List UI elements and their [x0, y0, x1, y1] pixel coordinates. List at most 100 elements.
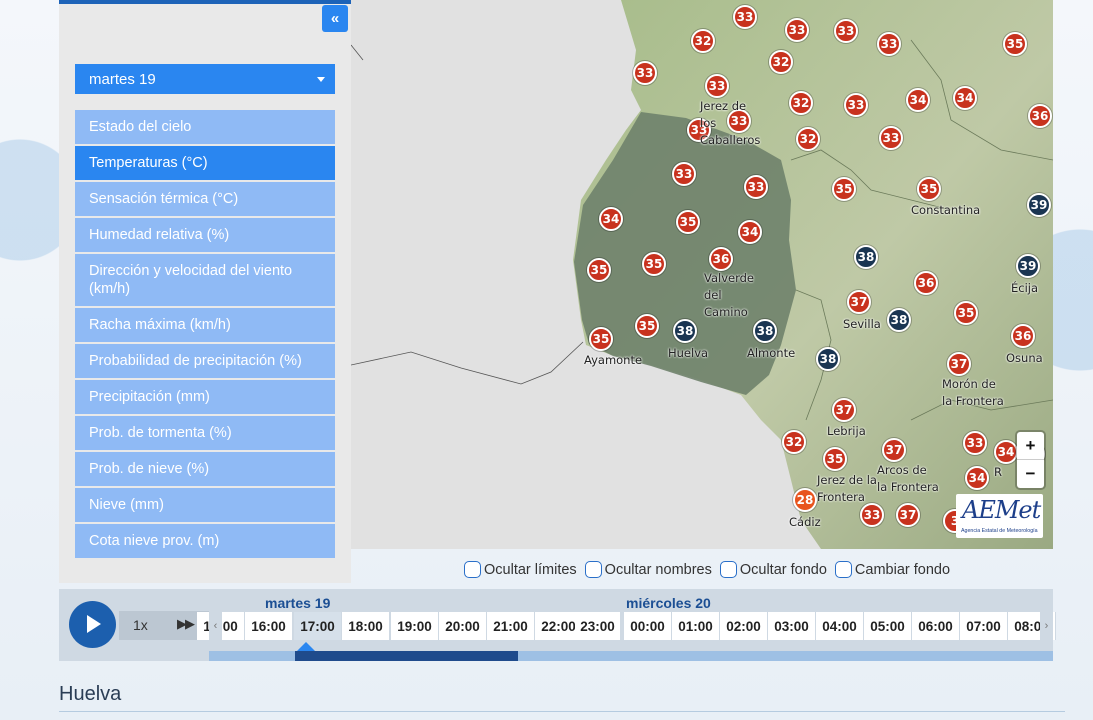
timeline-hour[interactable]: 20:00	[439, 612, 487, 640]
temperature-marker[interactable]: 35	[587, 258, 611, 282]
temperature-marker[interactable]: 33	[963, 431, 987, 455]
timeline-hour[interactable]: 06:00	[912, 612, 960, 640]
timeline-track[interactable]	[209, 651, 1053, 661]
timeline-hour[interactable]: 21:00	[487, 612, 535, 640]
option-label: Ocultar nombres	[604, 561, 712, 578]
temperature-marker[interactable]: 32	[691, 29, 715, 53]
temperature-marker[interactable]: 35	[832, 177, 856, 201]
checkbox[interactable]	[834, 561, 852, 578]
temperature-marker[interactable]: 33	[733, 5, 757, 29]
temperature-marker[interactable]: 35	[1003, 32, 1027, 56]
timeline-right-arrow[interactable]: ›	[1040, 612, 1053, 640]
temperature-marker[interactable]: 35	[823, 447, 847, 471]
temperature-marker[interactable]: 34	[738, 220, 762, 244]
temperature-marker[interactable]: 33	[844, 93, 868, 117]
zoom-out-button[interactable]: −	[1025, 464, 1036, 483]
temperature-marker[interactable]: 38	[816, 347, 840, 371]
zoom-in-button[interactable]: +	[1017, 432, 1044, 460]
variable-item[interactable]: Sensación térmica (°C)	[75, 182, 335, 216]
temperature-marker[interactable]: 35	[589, 327, 613, 351]
temperature-marker[interactable]: 34	[953, 86, 977, 110]
timeline-hour[interactable]: 16:00	[245, 612, 293, 640]
temperature-marker[interactable]: 39	[1027, 193, 1051, 217]
timeline-hour[interactable]: 04:00	[816, 612, 864, 640]
variable-item[interactable]: Racha máxima (km/h)	[75, 308, 335, 342]
temperature-marker[interactable]: 32	[789, 91, 813, 115]
variable-item[interactable]: Cota nieve prov. (m)	[75, 524, 335, 558]
variable-item[interactable]: Temperaturas (°C)	[75, 146, 335, 180]
temperature-marker[interactable]: 36	[1028, 104, 1052, 128]
temperature-marker[interactable]: 33	[860, 503, 884, 527]
option-toggle[interactable]: Ocultar límites	[464, 561, 577, 578]
timeline-hour[interactable]: 23:00	[575, 612, 623, 640]
temperature-marker[interactable]: 37	[947, 352, 971, 376]
option-toggle[interactable]: Ocultar nombres	[584, 561, 712, 578]
day-select[interactable]: martes 19	[75, 64, 335, 94]
variable-item[interactable]: Precipitación (mm)	[75, 380, 335, 414]
collapse-sidebar-button[interactable]: «	[322, 5, 348, 32]
temperature-marker[interactable]: 38	[854, 245, 878, 269]
variable-item[interactable]: Nieve (mm)	[75, 488, 335, 522]
timeline-hour[interactable]: 01:00	[672, 612, 720, 640]
temperature-marker[interactable]: 32	[769, 50, 793, 74]
variable-item[interactable]: Estado del cielo	[75, 110, 335, 144]
temperature-marker[interactable]: 38	[887, 308, 911, 332]
temperature-marker[interactable]: 32	[796, 127, 820, 151]
temperature-marker[interactable]: 34	[906, 88, 930, 112]
temperature-marker[interactable]: 39	[1016, 254, 1040, 278]
temperature-marker[interactable]: 38	[753, 319, 777, 343]
checkbox[interactable]	[464, 561, 481, 578]
temperature-marker[interactable]: 33	[672, 162, 696, 186]
current-time-indicator[interactable]	[297, 642, 315, 651]
variable-item[interactable]: Dirección y velocidad del viento (km/h)	[75, 254, 335, 306]
temperature-marker[interactable]: 35	[635, 314, 659, 338]
fast-forward-icon[interactable]: ▶▶	[177, 616, 195, 631]
timeline-left-arrow[interactable]: ‹	[209, 612, 222, 640]
checkbox[interactable]	[584, 561, 602, 578]
timeline-hour[interactable]: 18:00	[342, 612, 390, 640]
temperature-marker[interactable]: 37	[896, 503, 920, 527]
temperature-marker[interactable]: 36	[914, 271, 938, 295]
variable-item[interactable]: Prob. de nieve (%)	[75, 452, 335, 486]
temperature-marker[interactable]: 38	[673, 319, 697, 343]
variable-item[interactable]: Prob. de tormenta (%)	[75, 416, 335, 450]
temperature-marker[interactable]: 36	[1011, 324, 1035, 348]
temperature-marker[interactable]: 28	[793, 488, 817, 512]
variable-item[interactable]: Probabilidad de precipitación (%)	[75, 344, 335, 378]
timeline-hour[interactable]: 02:00	[720, 612, 768, 640]
temperature-marker[interactable]: 35	[676, 210, 700, 234]
checkbox[interactable]	[719, 561, 737, 578]
temperature-marker[interactable]: 37	[832, 398, 856, 422]
temperature-marker[interactable]: 33	[633, 61, 657, 85]
temperature-marker[interactable]: 33	[879, 126, 903, 150]
play-button[interactable]	[69, 601, 116, 648]
temperature-marker[interactable]: 33	[705, 74, 729, 98]
timeline-hour[interactable]: 03:00	[768, 612, 816, 640]
temperature-marker[interactable]: 33	[834, 19, 858, 43]
timeline-hour[interactable]: 07:00	[960, 612, 1008, 640]
temperature-marker[interactable]: 33	[727, 109, 751, 133]
option-toggle[interactable]: Cambiar fondo	[834, 561, 950, 578]
timeline-hour[interactable]: 00:00	[624, 612, 672, 640]
temperature-marker[interactable]: 37	[847, 290, 871, 314]
speed-control[interactable]: 1x ▶▶	[119, 611, 209, 640]
temperature-marker[interactable]: 34	[994, 440, 1018, 464]
temperature-marker[interactable]: 36	[709, 247, 733, 271]
timeline-hour[interactable]: 05:00	[864, 612, 912, 640]
temperature-marker[interactable]: 33	[744, 175, 768, 199]
map-view[interactable]: 33 33 33 33 35 32 32 33 33 32 33 34 34 36 33 33 32 33 33 33…	[351, 0, 1053, 549]
temperature-marker[interactable]: 33	[687, 118, 711, 142]
timeline-hour[interactable]: 19:00	[391, 612, 439, 640]
option-toggle[interactable]: Ocultar fondo	[719, 561, 827, 578]
timeline-hour[interactable]: 17:00	[294, 612, 342, 640]
temperature-marker[interactable]: 33	[877, 32, 901, 56]
temperature-marker[interactable]: 37	[882, 438, 906, 462]
temperature-marker[interactable]: 34	[599, 207, 623, 231]
temperature-marker[interactable]: 34	[965, 466, 989, 490]
temperature-marker[interactable]: 33	[785, 18, 809, 42]
variable-item[interactable]: Humedad relativa (%)	[75, 218, 335, 252]
temperature-marker[interactable]: 35	[954, 301, 978, 325]
temperature-marker[interactable]: 35	[917, 177, 941, 201]
temperature-marker[interactable]: 35	[642, 252, 666, 276]
temperature-marker[interactable]: 32	[782, 430, 806, 454]
